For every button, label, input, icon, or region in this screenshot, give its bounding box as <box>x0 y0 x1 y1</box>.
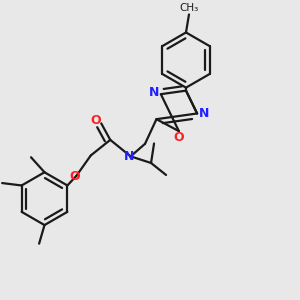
Text: N: N <box>124 150 134 163</box>
Text: O: O <box>70 170 80 183</box>
Text: O: O <box>91 115 101 128</box>
Text: O: O <box>173 131 184 144</box>
Text: CH₃: CH₃ <box>179 3 199 13</box>
Text: N: N <box>149 86 159 99</box>
Text: N: N <box>199 107 209 120</box>
